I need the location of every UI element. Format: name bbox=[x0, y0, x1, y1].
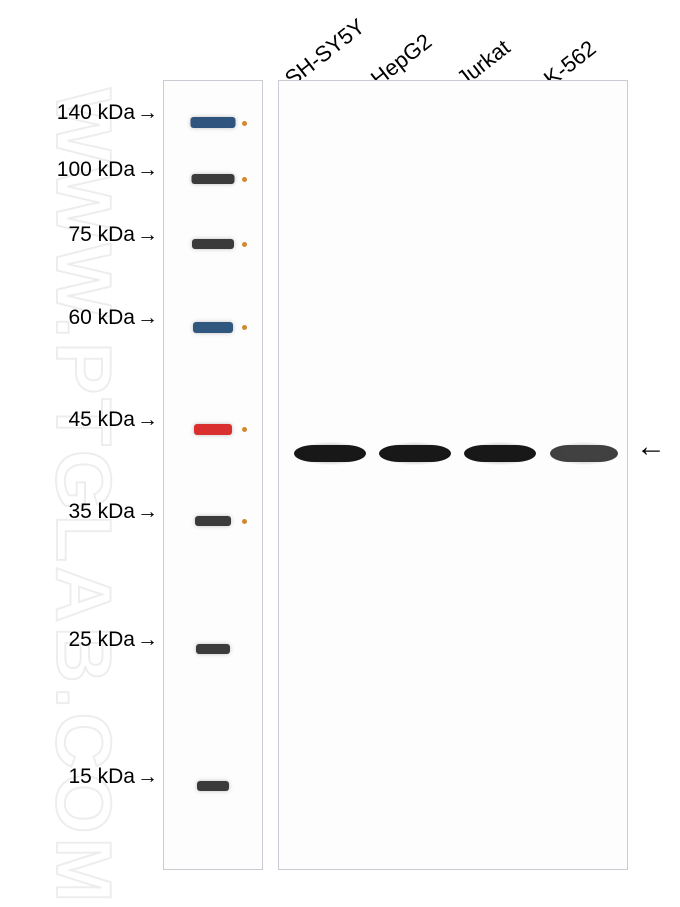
ladder-band bbox=[192, 239, 234, 249]
ladder-marker-dot bbox=[242, 177, 247, 182]
mw-label: 35 kDa→ bbox=[68, 500, 158, 524]
mw-label: 15 kDa→ bbox=[68, 765, 158, 789]
sample-band bbox=[379, 445, 451, 462]
sample-lanes bbox=[278, 80, 628, 870]
ladder-marker-dot bbox=[242, 427, 247, 432]
ladder-band bbox=[194, 424, 232, 435]
target-band-arrow: ← bbox=[636, 432, 666, 462]
mw-label: 75 kDa→ bbox=[68, 223, 158, 247]
mw-label: 25 kDa→ bbox=[68, 628, 158, 652]
ladder-band bbox=[192, 174, 235, 184]
mw-label: 45 kDa→ bbox=[68, 408, 158, 432]
mw-label: 60 kDa→ bbox=[68, 306, 158, 330]
ladder-band bbox=[196, 644, 230, 654]
blot-figure: WWW.PTGLAB.COM 140 kDa→100 kDa→75 kDa→60… bbox=[0, 0, 680, 903]
mw-label: 100 kDa→ bbox=[57, 158, 158, 182]
ladder-marker-dot bbox=[242, 325, 247, 330]
ladder-band bbox=[195, 516, 231, 526]
mw-label: 140 kDa→ bbox=[57, 101, 158, 125]
ladder-marker-dot bbox=[242, 121, 247, 126]
ladder-marker-dot bbox=[242, 242, 247, 247]
ladder-band bbox=[193, 322, 233, 333]
ladder-band bbox=[191, 117, 236, 128]
sample-band bbox=[294, 445, 366, 462]
ladder-marker-dot bbox=[242, 519, 247, 524]
sample-band bbox=[550, 445, 618, 462]
sample-band bbox=[464, 445, 536, 462]
ladder-lane bbox=[163, 80, 263, 870]
ladder-band bbox=[197, 781, 229, 791]
